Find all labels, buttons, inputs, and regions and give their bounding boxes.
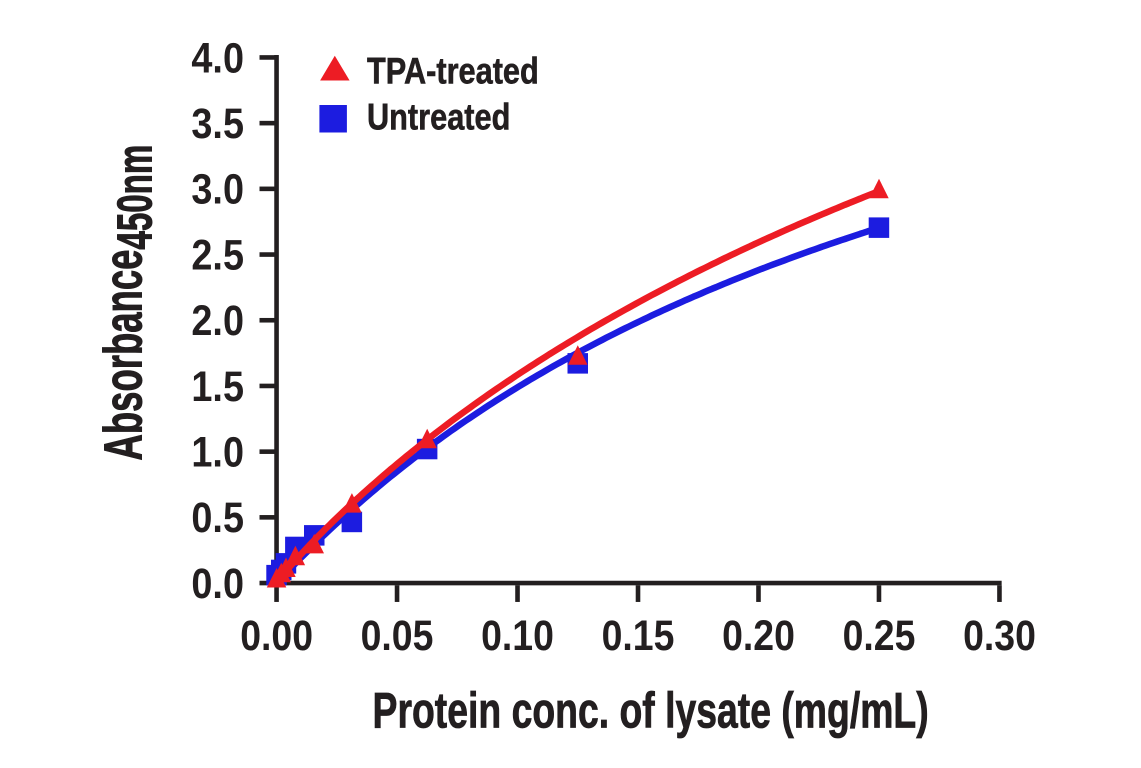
svg-text:0.25: 0.25 <box>843 612 916 660</box>
svg-text:Untreated: Untreated <box>367 97 510 138</box>
svg-text:Absorbance450nm: Absorbance450nm <box>92 145 162 461</box>
svg-text:0.10: 0.10 <box>481 612 554 660</box>
svg-text:0.05: 0.05 <box>361 612 434 660</box>
svg-text:2.5: 2.5 <box>191 230 244 279</box>
svg-text:0.00: 0.00 <box>240 612 313 660</box>
svg-text:0.0: 0.0 <box>191 559 244 608</box>
svg-text:TPA-treated: TPA-treated <box>367 51 539 92</box>
svg-text:3.5: 3.5 <box>191 99 244 148</box>
svg-text:Protein conc. of lysate (mg/mL: Protein conc. of lysate (mg/mL) <box>373 684 929 740</box>
svg-text:0.30: 0.30 <box>963 612 1036 660</box>
svg-text:4.0: 4.0 <box>191 33 244 82</box>
svg-text:0.15: 0.15 <box>602 612 675 660</box>
svg-text:1.0: 1.0 <box>191 427 244 476</box>
svg-text:3.0: 3.0 <box>191 164 244 213</box>
svg-text:0.20: 0.20 <box>722 612 795 660</box>
svg-text:0.5: 0.5 <box>191 493 244 542</box>
svg-text:1.5: 1.5 <box>191 362 244 411</box>
svg-text:2.0: 2.0 <box>191 296 244 345</box>
